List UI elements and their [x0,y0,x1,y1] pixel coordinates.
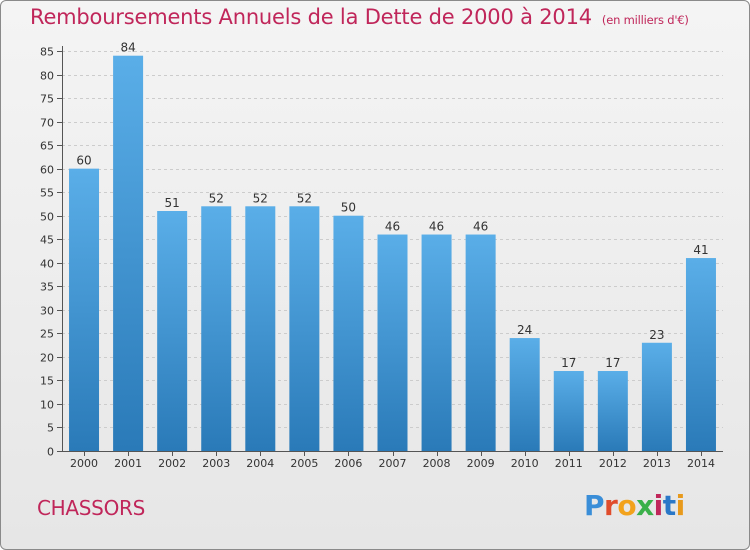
x-tick-label-2009: 2009 [467,457,495,470]
data-label-2000: 60 [76,154,91,168]
y-tick-label-50: 50 [40,211,54,224]
bar-2014 [685,258,716,451]
bar-2011 [553,371,584,451]
bar-2001 [113,55,144,452]
bar-2000 [69,168,100,451]
y-tick-label-65: 65 [40,140,54,153]
y-tick-label-40: 40 [40,258,54,271]
bar-2010 [509,338,540,451]
logo-letter: i [653,489,664,522]
x-tick-label-2012: 2012 [599,457,627,470]
y-tick-label-55: 55 [40,187,54,200]
bar-2013 [641,342,672,451]
data-label-2002: 51 [165,196,180,210]
x-tick-label-2002: 2002 [158,457,186,470]
x-tick-label-2013: 2013 [643,457,671,470]
data-label-2011: 17 [561,356,576,370]
bar-2002 [157,211,188,451]
chart-title: Remboursements Annuels de la Dette de 20… [30,5,689,29]
logo-letter: i [675,489,686,522]
y-tick-label-70: 70 [40,117,54,130]
logo-letter: x [636,489,654,522]
logo-letter: t [662,489,676,522]
logo-letter: o [617,489,637,522]
data-label-2014: 41 [693,243,708,257]
y-tick-label-60: 60 [40,164,54,177]
x-tick-label-2005: 2005 [290,457,318,470]
proxiti-logo[interactable]: Proxiti [584,489,685,522]
x-tick-label-2008: 2008 [423,457,451,470]
bar-2005 [289,206,320,451]
x-tick-label-2011: 2011 [555,457,583,470]
y-tick-label-75: 75 [40,93,54,106]
x-tick-label-2000: 2000 [70,457,98,470]
data-label-2013: 23 [649,328,664,342]
x-tick-label-2006: 2006 [334,457,362,470]
axes: 0 5 10 15 20 25 30 35 40 45 50 55 60 65 70 75 80 85 2000 20… [40,46,723,470]
x-tick-label-2003: 2003 [202,457,230,470]
y-tick-label-10: 10 [40,399,54,412]
data-label-2001: 84 [120,41,135,55]
chart-title-text: Remboursements Annuels de la Dette de 20… [30,5,592,29]
data-label-2005: 52 [297,191,312,205]
y-tick-label-15: 15 [40,375,54,388]
x-tick-label-2004: 2004 [246,457,274,470]
logo-letter: r [604,489,618,522]
y-tick-label-30: 30 [40,305,54,318]
bar-2009 [465,234,496,451]
data-label-2012: 17 [605,356,620,370]
y-tick-label-85: 85 [40,46,54,59]
chart-subtitle: (en milliers d'€) [601,13,689,27]
y-tick-label-5: 5 [47,422,54,435]
bars [69,55,716,452]
bar-2006 [333,215,364,451]
data-label-2010: 24 [517,323,532,337]
x-tick-label-2010: 2010 [511,457,539,470]
logo-letter: P [584,489,605,522]
commune-name: CHASSORS [37,496,146,520]
data-label-2006: 50 [341,201,356,215]
x-tick-label-2007: 2007 [379,457,407,470]
data-label-2009: 46 [473,220,488,234]
bar-2003 [201,206,232,451]
x-tick-label-2014: 2014 [687,457,715,470]
x-tick-label-2001: 2001 [114,457,142,470]
bar-2004 [245,206,276,451]
y-tick-label-20: 20 [40,352,54,365]
bar-2007 [377,234,408,451]
data-label-2008: 46 [429,220,444,234]
y-tick-label-35: 35 [40,281,54,294]
y-tick-label-0: 0 [47,446,54,459]
data-labels: 60 84 51 52 52 52 50 46 46 46 24 17 17 23 41 [76,41,708,370]
bar-2008 [421,234,452,451]
bar-2012 [597,371,628,451]
y-tick-label-45: 45 [40,234,54,247]
data-label-2007: 46 [385,220,400,234]
y-tick-label-25: 25 [40,328,54,341]
y-tick-label-80: 80 [40,70,54,83]
data-label-2003: 52 [209,191,224,205]
data-label-2004: 52 [253,191,268,205]
